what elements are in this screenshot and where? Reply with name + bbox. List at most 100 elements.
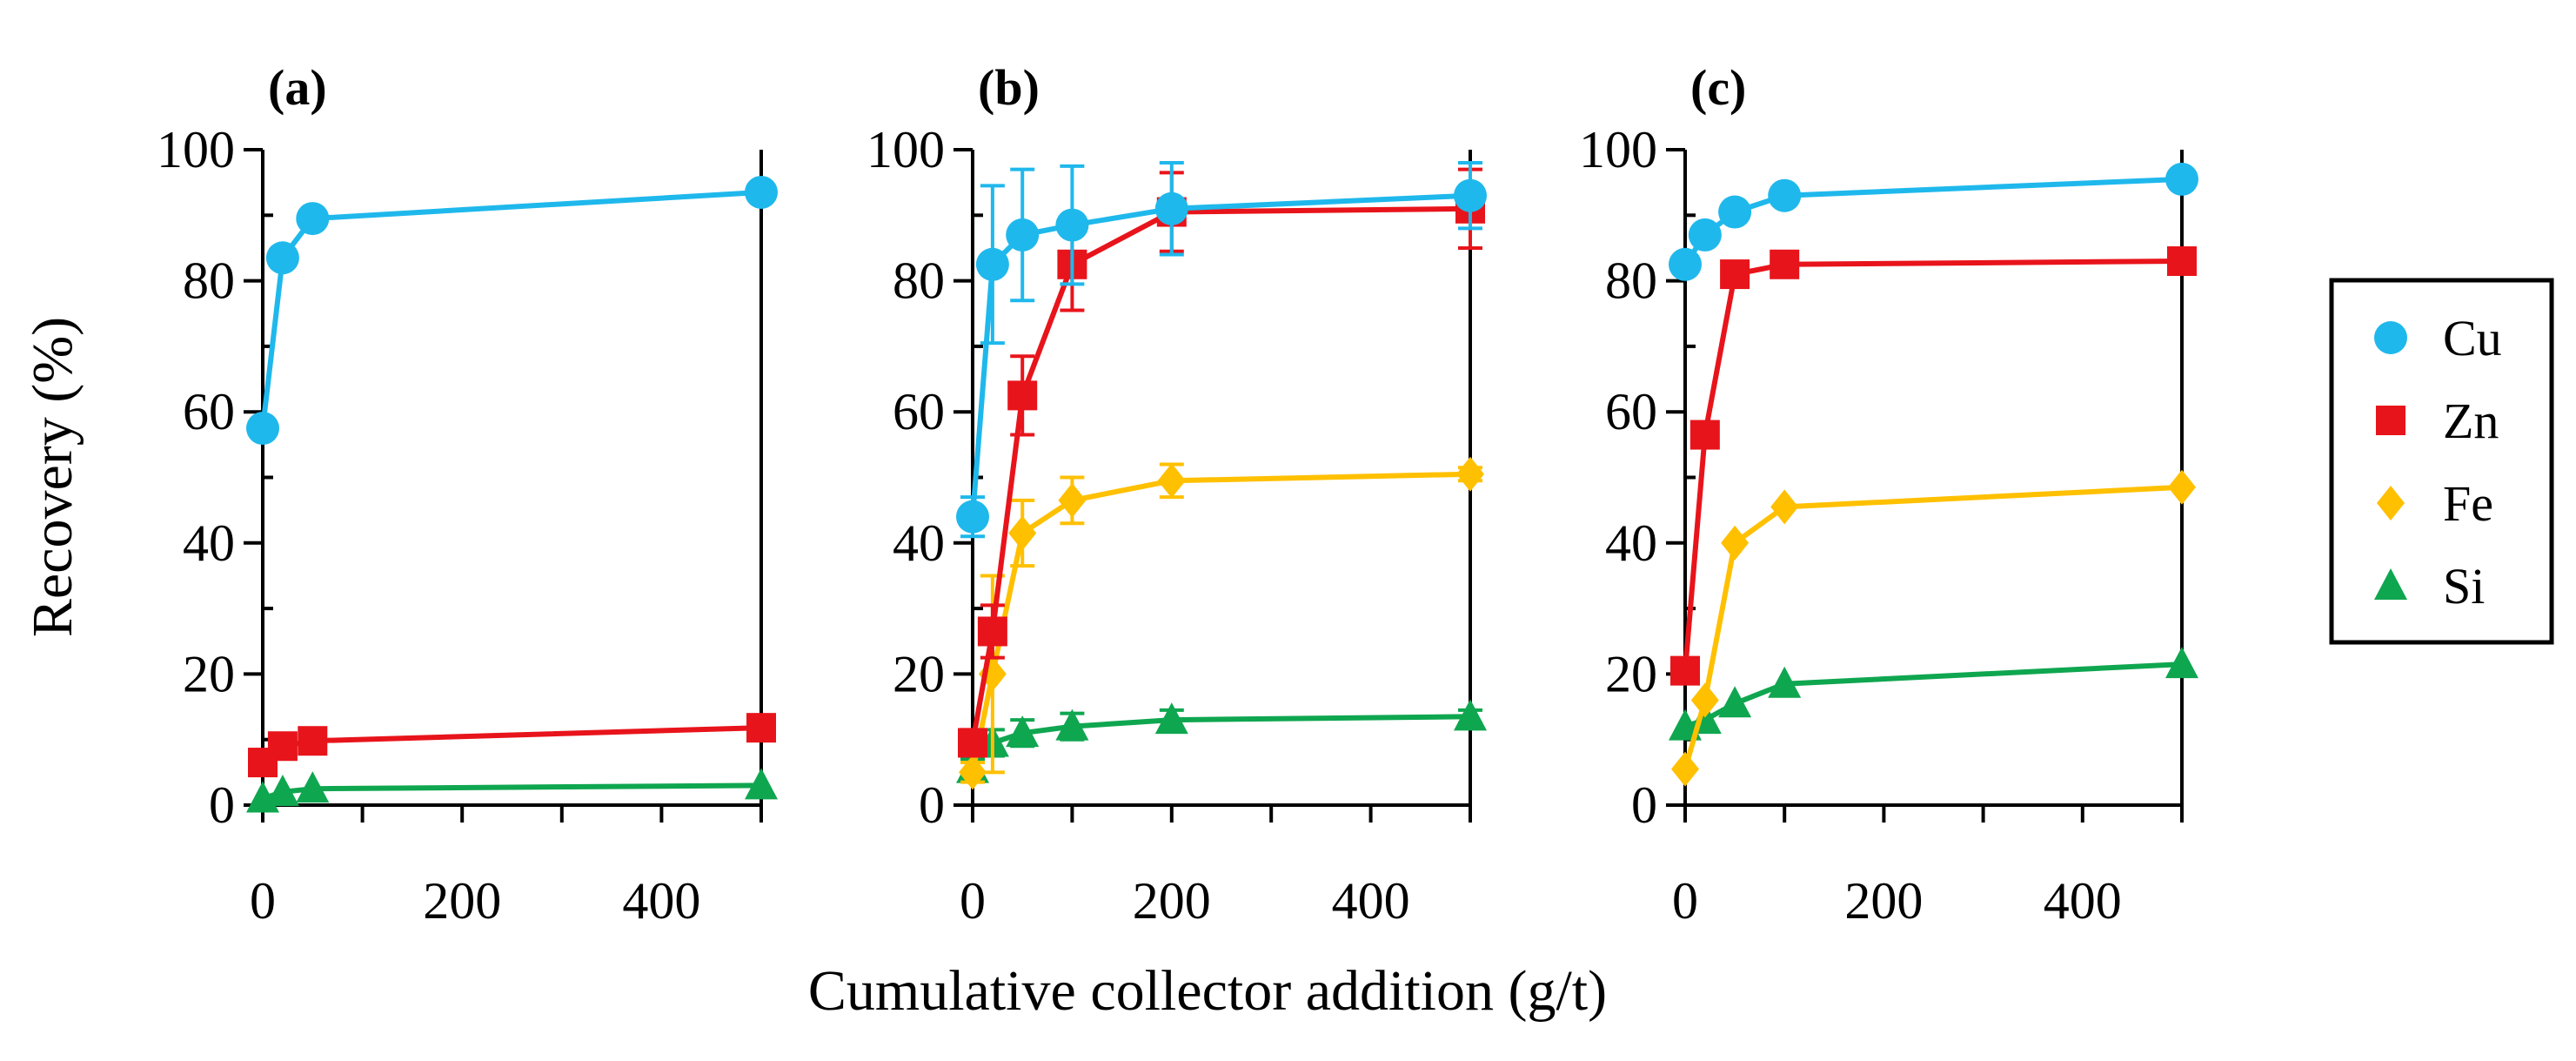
data-point-si	[1768, 666, 1802, 698]
data-point-zn	[1007, 380, 1038, 411]
data-point-zn	[2167, 246, 2197, 277]
series-line-fe	[970, 471, 1471, 773]
y-tick-label: 20	[1605, 645, 1657, 702]
panel-label: (c)	[1690, 59, 1746, 116]
data-point-si	[1454, 699, 1487, 731]
y-tick-label: 20	[183, 645, 235, 702]
legend-box	[2329, 278, 2554, 645]
data-point-fe	[1456, 456, 1484, 492]
y-tick-label: 40	[893, 514, 945, 572]
series-line-zn	[261, 725, 762, 765]
y-tick-label: 60	[1605, 383, 1657, 440]
series-line-si	[970, 714, 1471, 771]
x-axis-title: Cumulative collector addition (g/t)	[808, 959, 1607, 1023]
panel-b: 0 20 40 60 80 100 0 200 400 (b)	[866, 59, 1487, 930]
data-point-zn	[1689, 420, 1720, 450]
legend-item-fe: Fe	[2377, 475, 2493, 532]
y-tick-label: 60	[183, 383, 235, 440]
y-tick-label: 100	[866, 121, 945, 178]
data-point-si	[2165, 647, 2198, 679]
x-tick-label: 400	[1332, 872, 1410, 930]
y-tick-label: 80	[1605, 252, 1657, 310]
data-point-cu	[1718, 195, 1752, 229]
series-line-cu	[1683, 176, 2183, 266]
data-point-fe	[1690, 682, 1719, 718]
data-point-zn	[298, 726, 328, 756]
data-point-si	[1718, 686, 1752, 718]
data-point-zn	[1770, 249, 1800, 279]
series-si	[1669, 647, 2198, 741]
panel-c: 0 20 40 60 80 100 0 200 400 (c)	[1579, 59, 2198, 930]
y-tick-label: 80	[893, 252, 945, 310]
series-fe	[959, 456, 1484, 790]
y-tick-label: 100	[157, 121, 235, 178]
x-tick-label: 400	[2044, 872, 2122, 930]
legend-item-si: Si	[2374, 558, 2485, 614]
y-tick-label: 0	[209, 776, 235, 834]
data-point-cu	[975, 247, 1009, 281]
data-point-fe	[1058, 482, 1087, 518]
legend: Cu Zn Fe Si	[2329, 278, 2554, 645]
data-point-cu	[1768, 178, 1802, 212]
series-cu	[1669, 162, 2198, 281]
y-tick-label: 40	[1605, 514, 1657, 572]
series-zn	[958, 167, 1485, 758]
data-point-cu	[1669, 247, 1702, 281]
data-point-fe	[1671, 751, 1699, 787]
legend-marker-zn	[2376, 406, 2405, 435]
data-point-fe	[2168, 469, 2196, 505]
data-point-si	[1154, 702, 1188, 735]
data-point-cu	[1454, 178, 1487, 212]
series-zn	[248, 713, 776, 778]
data-point-cu	[745, 175, 778, 209]
y-tick-label: 40	[183, 514, 235, 572]
legend-marker-cu	[2374, 321, 2407, 354]
data-point-fe	[1157, 463, 1186, 499]
legend-label: Cu	[2443, 310, 2502, 366]
data-point-zn	[1720, 259, 1750, 290]
legend-marker-si	[2374, 568, 2407, 600]
panel-label: (a)	[268, 59, 327, 116]
data-point-cu	[1055, 208, 1089, 242]
y-tick-label: 100	[1579, 121, 1657, 178]
x-tick-label: 200	[1844, 872, 1923, 930]
y-axis-title: Recovery (%)	[21, 317, 84, 637]
series-cu	[246, 175, 778, 446]
series-si	[956, 699, 1487, 783]
y-tick-label: 0	[919, 776, 945, 834]
data-point-cu	[956, 500, 989, 534]
series-si	[246, 768, 778, 813]
legend-label: Fe	[2443, 475, 2493, 532]
data-point-zn	[746, 713, 776, 743]
data-point-cu	[1006, 218, 1040, 252]
series-line-fe	[1683, 484, 2183, 770]
series-line-si	[1684, 661, 2183, 729]
panel-a: 0 20 40 60 80 100 0 200 400 (a)	[157, 59, 778, 930]
data-point-si	[1006, 715, 1040, 748]
series-cu	[956, 161, 1487, 539]
y-tick-label: 0	[1631, 776, 1657, 834]
series-line-si	[262, 782, 762, 802]
data-point-fe	[1008, 515, 1037, 551]
data-point-cu	[296, 202, 330, 236]
legend-item-cu: Cu	[2374, 310, 2502, 366]
legend-marker-fe	[2377, 486, 2405, 520]
x-tick-label: 400	[622, 872, 700, 930]
series-line-cu	[260, 189, 762, 429]
data-point-si	[265, 774, 299, 806]
x-tick-label: 200	[1133, 872, 1211, 930]
y-tick-label: 80	[183, 252, 235, 310]
data-point-fe	[959, 755, 987, 790]
legend-label: Si	[2443, 558, 2485, 614]
x-tick-label: 200	[423, 872, 501, 930]
data-point-cu	[1154, 191, 1188, 225]
data-point-fe	[1721, 525, 1750, 561]
data-point-cu	[1688, 218, 1722, 252]
data-point-cu	[2165, 162, 2198, 196]
series-line-cu	[970, 192, 1471, 517]
y-tick-label: 20	[893, 645, 945, 702]
x-tick-label: 0	[250, 872, 276, 930]
x-tick-label: 0	[1672, 872, 1698, 930]
